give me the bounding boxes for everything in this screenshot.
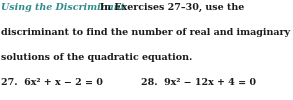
- Text: In Exercises 27–30, use the: In Exercises 27–30, use the: [90, 3, 244, 12]
- Text: Using the Discriminant: Using the Discriminant: [1, 3, 125, 12]
- Text: discriminant to find the number of real and imaginary: discriminant to find the number of real …: [1, 28, 290, 37]
- Text: solutions of the quadratic equation.: solutions of the quadratic equation.: [1, 53, 192, 62]
- Text: 28.  9x² − 12x + 4 = 0: 28. 9x² − 12x + 4 = 0: [141, 78, 255, 87]
- Text: 27.  6x² + x − 2 = 0: 27. 6x² + x − 2 = 0: [1, 78, 103, 87]
